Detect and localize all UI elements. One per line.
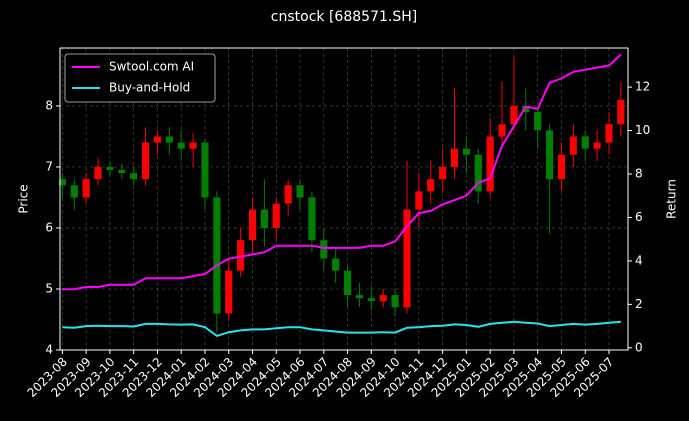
candle-body bbox=[82, 179, 90, 198]
y-tick-label: 6 bbox=[45, 220, 53, 234]
candle-body bbox=[70, 185, 78, 198]
y2-tick-label: 2 bbox=[635, 297, 643, 311]
candle-body bbox=[58, 179, 66, 186]
candle-body bbox=[344, 270, 352, 296]
candle-body bbox=[201, 142, 209, 198]
candle-body bbox=[474, 154, 482, 192]
candle-body bbox=[593, 142, 601, 149]
candle-body bbox=[332, 258, 340, 271]
return-line bbox=[62, 53, 622, 291]
candle-body bbox=[248, 209, 257, 241]
candle-body bbox=[379, 295, 387, 302]
y-axis-label: Price bbox=[17, 184, 31, 213]
candle-body bbox=[391, 295, 399, 308]
candle-body bbox=[320, 240, 328, 259]
candle-body bbox=[367, 298, 375, 302]
candle-body bbox=[486, 136, 494, 192]
candle-body bbox=[296, 185, 304, 198]
candle-body bbox=[284, 185, 292, 204]
candle-body bbox=[94, 166, 102, 180]
candle-body bbox=[213, 197, 221, 314]
candle-body bbox=[355, 295, 364, 299]
candle-body bbox=[581, 136, 589, 149]
candle-body bbox=[106, 166, 114, 171]
candle-body bbox=[546, 130, 554, 180]
candle-body bbox=[141, 142, 150, 180]
return-line bbox=[62, 320, 621, 338]
chart-title: cnstock [688571.SH] bbox=[271, 9, 417, 25]
candle-body bbox=[557, 154, 566, 180]
candle-body bbox=[605, 124, 613, 143]
candle-body bbox=[118, 170, 126, 174]
candle-body bbox=[130, 173, 138, 180]
candle-body bbox=[153, 136, 162, 143]
candle-body bbox=[450, 148, 459, 167]
candle-body bbox=[415, 191, 423, 210]
candle-body bbox=[510, 105, 518, 125]
candle-body bbox=[569, 136, 577, 155]
candle-body bbox=[165, 136, 173, 143]
legend-label: Swtool.com AI bbox=[109, 60, 194, 74]
y2-axis-label: Return bbox=[665, 179, 679, 219]
candle-body bbox=[534, 112, 542, 131]
y-tick-label: 8 bbox=[45, 98, 53, 112]
y2-tick-label: 4 bbox=[635, 253, 643, 267]
y-tick-label: 7 bbox=[45, 159, 53, 173]
plot-frame bbox=[59, 47, 629, 351]
candle-body bbox=[308, 197, 316, 241]
candle-body bbox=[498, 124, 506, 137]
candle-body bbox=[272, 203, 280, 228]
legend-box bbox=[64, 53, 216, 103]
candle-body bbox=[225, 270, 233, 314]
y-tick-label: 4 bbox=[45, 343, 53, 357]
candle-body bbox=[177, 142, 185, 149]
y2-tick-label: 0 bbox=[635, 340, 643, 354]
candle-body bbox=[237, 240, 245, 271]
candle-body bbox=[439, 166, 447, 180]
candle-body bbox=[462, 148, 470, 155]
y2-tick-label: 6 bbox=[635, 210, 643, 224]
y2-tick-label: 12 bbox=[635, 80, 650, 94]
candle-body bbox=[403, 209, 411, 308]
candle-body bbox=[617, 99, 625, 125]
candle-body bbox=[522, 105, 530, 113]
y2-tick-label: 10 bbox=[635, 123, 650, 137]
legend-label: Buy-and-Hold bbox=[109, 81, 190, 95]
y2-tick-label: 8 bbox=[635, 167, 643, 181]
candle-body bbox=[427, 179, 435, 192]
candle-body bbox=[260, 209, 268, 228]
y-tick-label: 5 bbox=[45, 281, 53, 295]
candle-body bbox=[189, 142, 197, 149]
